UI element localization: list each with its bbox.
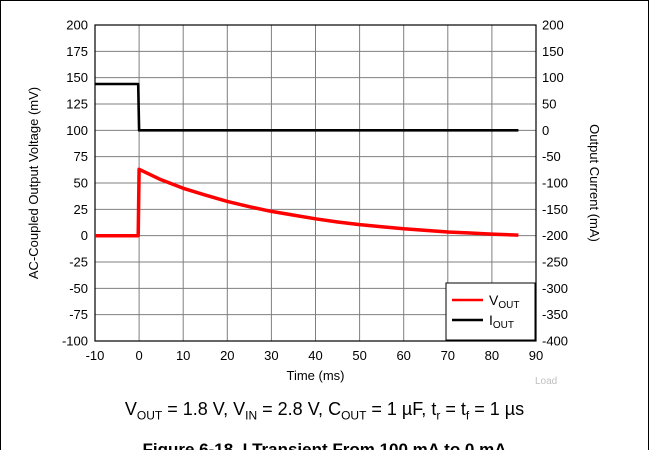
legend: VOUT IOUT	[445, 282, 536, 341]
watermark-text: Load	[535, 376, 558, 387]
x-tick-label: 70	[441, 348, 455, 363]
y-tick-label-left: 75	[74, 149, 88, 164]
y-axis-label-right: Output Current (mA)	[587, 124, 602, 242]
y-tick-label-left: -50	[69, 281, 88, 296]
series-line-vout	[95, 167, 519, 238]
y-tick-label-left: -75	[69, 307, 88, 322]
y-tick-label-right: -250	[542, 255, 568, 270]
y-tick-label-right: -150	[542, 202, 568, 217]
x-tick-label: -10	[86, 348, 105, 363]
y-tick-label-left: 25	[74, 202, 88, 217]
y-tick-label-right: -350	[542, 307, 568, 322]
y-tick-label-right: 50	[542, 97, 556, 112]
test-conditions: VOUT = 1.8 V, VIN = 2.8 V, COUT = 1 µF, …	[124, 399, 525, 423]
y-tick-label-right: -400	[542, 334, 568, 349]
y-tick-label-right: -300	[542, 281, 568, 296]
y-tick-label-left: 100	[66, 123, 88, 138]
legend-label-iout: IOUT	[489, 312, 514, 331]
y-tick-label-right: -100	[542, 176, 568, 191]
series-line-iout	[95, 82, 519, 132]
y-tick-label-right: 150	[542, 44, 564, 59]
x-tick-label: 10	[176, 348, 190, 363]
legend-box	[445, 282, 536, 341]
tick-labels: -10 0 10 20 30 40 50 60 70 80 90200175150125100755…	[62, 18, 568, 364]
y-tick-label-right: -200	[542, 228, 568, 243]
y-tick-label-left: 200	[66, 18, 88, 33]
x-tick-label: 90	[529, 348, 543, 363]
x-tick-label: 40	[308, 348, 322, 363]
x-tick-label: 60	[396, 348, 410, 363]
y-tick-label-right: 100	[542, 70, 564, 85]
y-tick-label-left: -25	[69, 255, 88, 270]
chart: -10 0 10 20 30 40 50 60 70 80 90200175150125100755…	[26, 18, 602, 384]
y-tick-label-left: 150	[66, 70, 88, 85]
y-tick-label-left: 50	[74, 176, 88, 191]
x-tick-label: 30	[264, 348, 278, 363]
series-layer	[95, 82, 519, 238]
y-tick-label-left: 175	[66, 44, 88, 59]
figure-caption: Figure 6-18. I Transient From 100 mA to …	[142, 440, 507, 450]
plot-area-border	[94, 24, 537, 342]
y-tick-label-right: 200	[542, 18, 564, 33]
y-tick-label-right: -50	[542, 149, 561, 164]
x-tick-label: 80	[485, 348, 499, 363]
y-tick-label-right: 0	[542, 123, 549, 138]
y-tick-label-left: -100	[62, 334, 88, 349]
y-axis-label-left: AC-Coupled Output Voltage (mV)	[26, 87, 41, 279]
legend-label-vout: VOUT	[489, 292, 519, 311]
y-tick-label-left: 0	[81, 228, 88, 243]
x-tick-label: 20	[220, 348, 234, 363]
x-tick-label: 50	[352, 348, 366, 363]
x-axis-label: Time (ms)	[286, 368, 344, 383]
x-tick-label: 0	[135, 348, 142, 363]
y-tick-label-left: 125	[66, 97, 88, 112]
